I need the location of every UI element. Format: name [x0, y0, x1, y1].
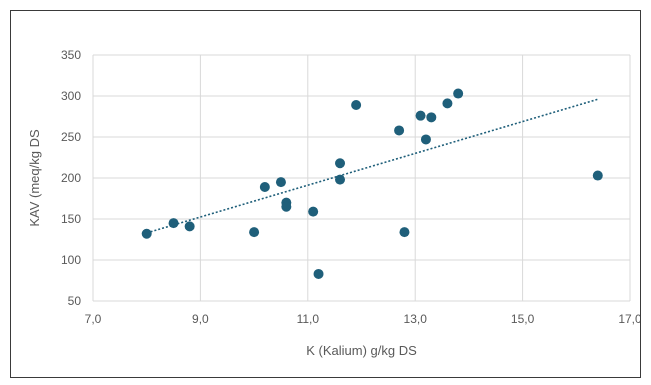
y-tick-label: 200	[61, 171, 81, 185]
data-point	[168, 218, 179, 229]
data-point	[426, 112, 437, 123]
y-axis-label: KAV (meq/kg DS	[27, 129, 42, 227]
data-point	[420, 134, 431, 145]
data-point	[249, 227, 260, 238]
data-points	[141, 88, 603, 279]
data-point	[415, 110, 426, 121]
y-axis-ticks: 50 100 150 200 250 300 350	[61, 48, 81, 308]
y-tick-label: 150	[61, 212, 81, 226]
data-point	[394, 125, 405, 136]
trendline	[146, 98, 599, 234]
data-point	[453, 88, 464, 99]
scatter-chart: 50 100 150 200 250 300 350 7,0 9,0 11,0 13,0 15,0 1…	[27, 48, 640, 358]
x-tick-label: 13,0	[404, 312, 428, 326]
x-axis-label: K (Kalium) g/kg DS	[306, 343, 417, 358]
y-tick-label: 100	[61, 253, 81, 267]
data-point	[442, 98, 453, 109]
x-tick-label: 17,0	[618, 312, 640, 326]
x-axis-ticks: 7,0 9,0 11,0 13,0 15,0 17,0	[85, 312, 640, 326]
y-tick-label: 250	[61, 130, 81, 144]
y-tick-label: 50	[68, 294, 82, 308]
y-tick-label: 300	[61, 89, 81, 103]
data-point	[335, 174, 346, 185]
grid-lines	[92, 54, 631, 302]
data-point	[335, 158, 346, 169]
x-tick-label: 11,0	[297, 312, 320, 326]
x-tick-label: 15,0	[511, 312, 535, 326]
data-point	[184, 221, 195, 232]
data-point	[308, 206, 319, 217]
data-point	[275, 177, 286, 188]
y-tick-label: 350	[61, 48, 81, 62]
data-point	[313, 268, 324, 279]
data-point	[399, 227, 410, 238]
chart-frame: 50 100 150 200 250 300 350 7,0 9,0 11,0 13,0 15,0 1…	[10, 10, 641, 378]
x-tick-label: 7,0	[85, 312, 102, 326]
data-point	[281, 201, 292, 212]
data-point	[141, 228, 152, 239]
data-point	[592, 170, 603, 181]
x-tick-label: 9,0	[192, 312, 209, 326]
data-point	[351, 100, 362, 111]
data-point	[259, 182, 270, 193]
